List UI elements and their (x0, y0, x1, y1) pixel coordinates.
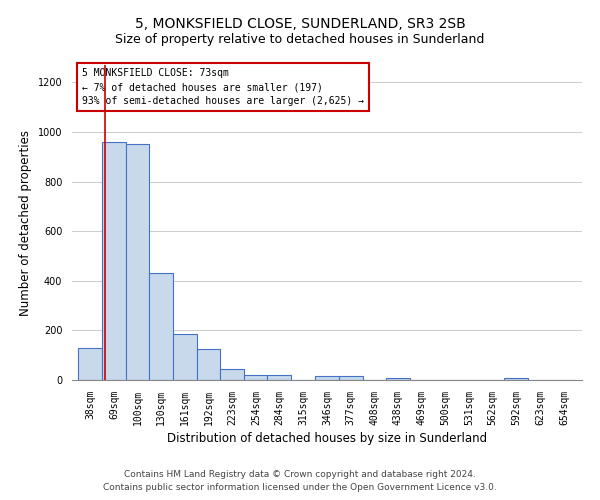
Bar (386, 378, 410, 380)
X-axis label: Distribution of detached houses by size in Sunderland: Distribution of detached houses by size … (167, 432, 487, 445)
Text: Size of property relative to detached houses in Sunderland: Size of property relative to detached ho… (115, 32, 485, 46)
Bar (197, 349, 220, 380)
Bar (102, 142, 126, 380)
Text: Contains public sector information licensed under the Open Government Licence v3: Contains public sector information licen… (103, 484, 497, 492)
Y-axis label: Number of detached properties: Number of detached properties (19, 130, 32, 316)
Bar (244, 375, 268, 380)
Text: Contains HM Land Registry data © Crown copyright and database right 2024.: Contains HM Land Registry data © Crown c… (124, 470, 476, 479)
Bar (505, 378, 528, 380)
Bar (149, 274, 173, 380)
Bar (220, 369, 244, 380)
Bar (78, 348, 102, 380)
Text: 5 MONKSFIELD CLOSE: 73sqm
← 7% of detached houses are smaller (197)
93% of semi-: 5 MONKSFIELD CLOSE: 73sqm ← 7% of detach… (82, 68, 364, 106)
Text: 5, MONKSFIELD CLOSE, SUNDERLAND, SR3 2SB: 5, MONKSFIELD CLOSE, SUNDERLAND, SR3 2SB (134, 18, 466, 32)
Bar (126, 144, 149, 380)
Bar (315, 376, 339, 380)
Bar (339, 376, 363, 380)
Bar (268, 375, 291, 380)
Bar (173, 334, 197, 380)
